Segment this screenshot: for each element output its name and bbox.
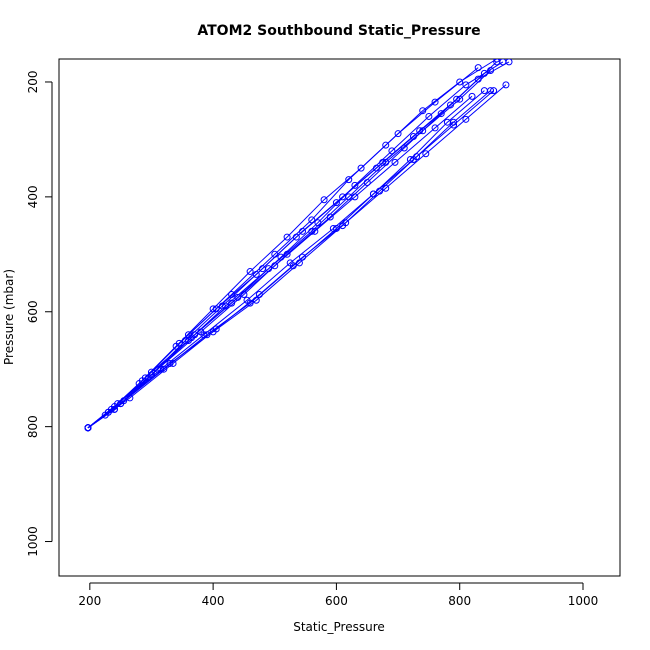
data-point [200,331,208,339]
data-point [84,424,92,432]
data-point [474,64,482,72]
data-point [480,69,488,77]
data-point [283,233,291,241]
data-point [351,193,359,201]
data-point [416,127,424,135]
data-point [382,184,390,192]
data-point [342,219,350,227]
data-point [450,121,458,129]
data-point [409,133,417,141]
data-point [462,115,470,123]
series-line [87,84,507,429]
data-point [505,59,513,66]
data-point [422,150,430,158]
data-point [453,95,461,103]
data-point [212,305,220,313]
series-line [87,67,479,429]
data-point [502,81,510,89]
data-point [462,81,470,89]
data-point [311,227,319,235]
data-point [252,270,260,278]
data-point [446,101,454,109]
x-axis-label: Static_Pressure [293,620,385,634]
data-point [320,196,328,204]
data-point [188,334,196,342]
data-point [299,253,307,261]
y-tick-label: 600 [26,300,40,323]
data-point [110,403,118,411]
x-axis: 200 400 600 800 1000 [78,582,599,608]
data-point [372,164,380,172]
data-point [138,377,146,385]
data-point [104,408,112,416]
y-tick-label: 800 [26,415,40,438]
series-11 [84,81,510,432]
data-point [212,325,220,333]
series-line [87,90,485,429]
x-tick-label: 200 [78,594,101,608]
data-point [292,233,300,241]
data-point [147,368,155,376]
plot-area [58,58,621,577]
data-point [175,339,183,347]
data-point [286,259,294,267]
chart-title: ATOM2 Southbound Static_Pressure [197,23,480,39]
data-point [431,98,439,106]
x-tick-label: 600 [325,594,348,608]
data-point [382,141,390,149]
data-point [409,156,417,164]
series-12 [84,92,476,432]
series-line [87,90,494,429]
data-point [258,265,266,273]
data-point [425,112,433,120]
data-point [271,262,279,270]
data-point [456,78,464,86]
data-point [351,181,359,189]
data-point [283,250,291,258]
data-point [157,365,165,373]
data-point [255,291,263,299]
data-point [468,92,476,100]
data-point [246,268,254,276]
data-point [243,296,251,304]
series-7 [84,64,482,432]
data-point [394,130,402,138]
data-point [391,158,399,166]
y-tick-label: 200 [26,71,40,94]
data-point [299,227,307,235]
y-axis: 200 400 600 800 1000 [26,71,53,557]
data-point [228,299,236,307]
data-point [369,190,377,198]
data-point [357,164,365,172]
y-tick-label: 400 [26,185,40,208]
data-point [339,193,347,201]
data-point [493,59,501,66]
data-point [329,224,337,232]
data-point [431,124,439,132]
series-layer [84,59,513,432]
y-axis-label: Pressure (mbar) [2,269,16,365]
data-point [169,359,177,367]
y-tick-label: 1000 [26,526,40,557]
data-point [379,158,387,166]
x-tick-label: 1000 [568,594,599,608]
x-tick-label: 800 [448,594,471,608]
series-line [87,95,473,429]
data-point [490,87,498,95]
x-tick-label: 400 [202,594,225,608]
data-point [126,394,134,402]
data-point [332,199,340,207]
data-point [345,176,353,184]
data-point [437,110,445,118]
